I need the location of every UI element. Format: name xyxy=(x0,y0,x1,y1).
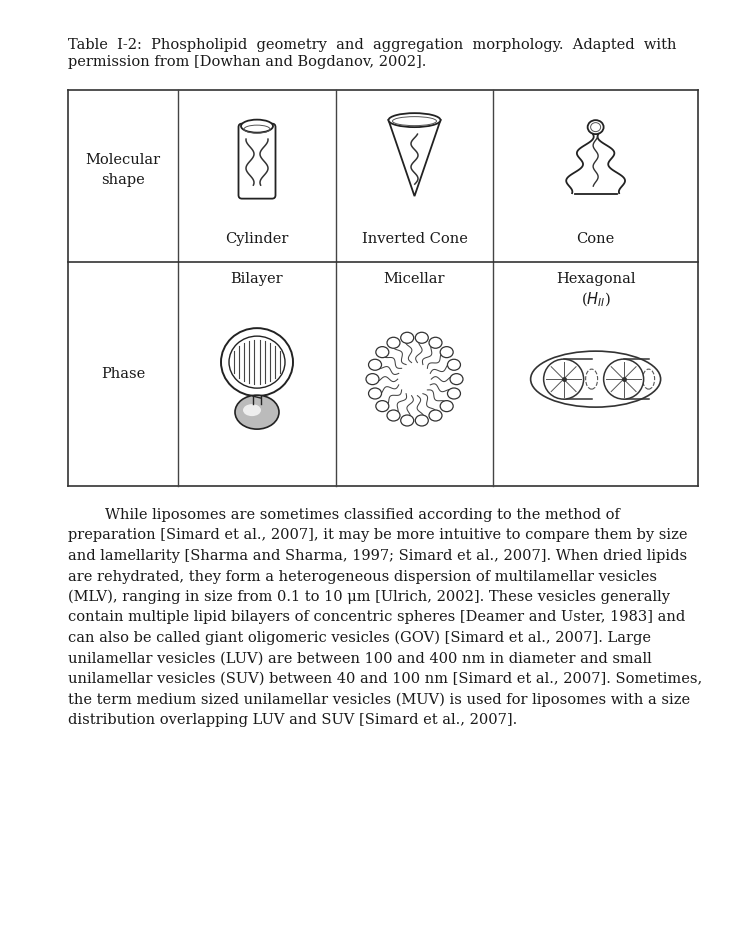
Polygon shape xyxy=(389,120,440,196)
Text: While liposomes are sometimes classified according to the method of: While liposomes are sometimes classified… xyxy=(68,508,620,522)
Ellipse shape xyxy=(376,401,389,411)
Ellipse shape xyxy=(376,347,389,357)
Ellipse shape xyxy=(415,332,429,343)
Text: can also be called giant oligomeric vesicles (GOV) [Simard et al., 2007]. Large: can also be called giant oligomeric vesi… xyxy=(68,631,651,646)
FancyBboxPatch shape xyxy=(238,123,276,199)
Ellipse shape xyxy=(401,415,414,426)
Text: the term medium sized unilamellar vesicles (MUV) is used for liposomes with a si: the term medium sized unilamellar vesicl… xyxy=(68,692,690,707)
Text: unilamellar vesicles (LUV) are between 100 and 400 nm in diameter and small: unilamellar vesicles (LUV) are between 1… xyxy=(68,651,652,665)
Text: preparation [Simard et al., 2007], it may be more intuitive to compare them by s: preparation [Simard et al., 2007], it ma… xyxy=(68,528,687,542)
Text: Table  I-2:  Phospholipid  geometry  and  aggregation  morphology.  Adapted  wit: Table I-2: Phospholipid geometry and agg… xyxy=(68,38,676,52)
Text: unilamellar vesicles (SUV) between 40 and 100 nm [Simard et al., 2007]. Sometime: unilamellar vesicles (SUV) between 40 an… xyxy=(68,672,702,686)
Ellipse shape xyxy=(368,388,381,399)
Ellipse shape xyxy=(440,401,453,411)
Ellipse shape xyxy=(450,374,463,385)
Ellipse shape xyxy=(401,332,414,343)
Text: Inverted Cone: Inverted Cone xyxy=(362,232,467,246)
Ellipse shape xyxy=(587,120,603,134)
Text: Molecular
shape: Molecular shape xyxy=(85,154,161,187)
Ellipse shape xyxy=(368,359,381,371)
Text: Hexagonal
($H_{II}$): Hexagonal ($H_{II}$) xyxy=(556,272,635,309)
Ellipse shape xyxy=(448,388,460,399)
Ellipse shape xyxy=(429,410,442,421)
Ellipse shape xyxy=(415,415,429,426)
Text: Cone: Cone xyxy=(576,232,614,246)
Text: (MLV), ranging in size from 0.1 to 10 μm [Ulrich, 2002]. These vesicles generall: (MLV), ranging in size from 0.1 to 10 μm… xyxy=(68,590,670,605)
Ellipse shape xyxy=(642,369,655,389)
Text: Cylinder: Cylinder xyxy=(226,232,289,246)
Ellipse shape xyxy=(221,328,293,396)
Ellipse shape xyxy=(603,359,644,399)
Ellipse shape xyxy=(235,395,279,429)
Ellipse shape xyxy=(544,359,584,399)
Text: are rehydrated, they form a heterogeneous dispersion of multilamellar vesicles: are rehydrated, they form a heterogeneou… xyxy=(68,570,657,584)
Text: and lamellarity [Sharma and Sharma, 1997; Simard et al., 2007]. When dried lipid: and lamellarity [Sharma and Sharma, 1997… xyxy=(68,549,687,563)
Ellipse shape xyxy=(241,119,273,133)
Ellipse shape xyxy=(243,404,261,416)
Ellipse shape xyxy=(389,113,440,127)
Text: Micellar: Micellar xyxy=(384,272,445,286)
Ellipse shape xyxy=(448,359,460,371)
Text: Bilayer: Bilayer xyxy=(231,272,283,286)
Text: contain multiple lipid bilayers of concentric spheres [Deamer and Uster, 1983] a: contain multiple lipid bilayers of conce… xyxy=(68,611,685,625)
Ellipse shape xyxy=(387,410,400,421)
Ellipse shape xyxy=(429,337,442,348)
Ellipse shape xyxy=(531,351,661,407)
Ellipse shape xyxy=(229,337,285,388)
Ellipse shape xyxy=(366,374,379,385)
Ellipse shape xyxy=(387,337,400,348)
Ellipse shape xyxy=(586,369,598,389)
Ellipse shape xyxy=(440,347,453,357)
Text: permission from [Dowhan and Bogdanov, 2002].: permission from [Dowhan and Bogdanov, 20… xyxy=(68,55,426,69)
Text: distribution overlapping LUV and SUV [Simard et al., 2007].: distribution overlapping LUV and SUV [Si… xyxy=(68,713,517,727)
Text: Phase: Phase xyxy=(101,367,146,381)
